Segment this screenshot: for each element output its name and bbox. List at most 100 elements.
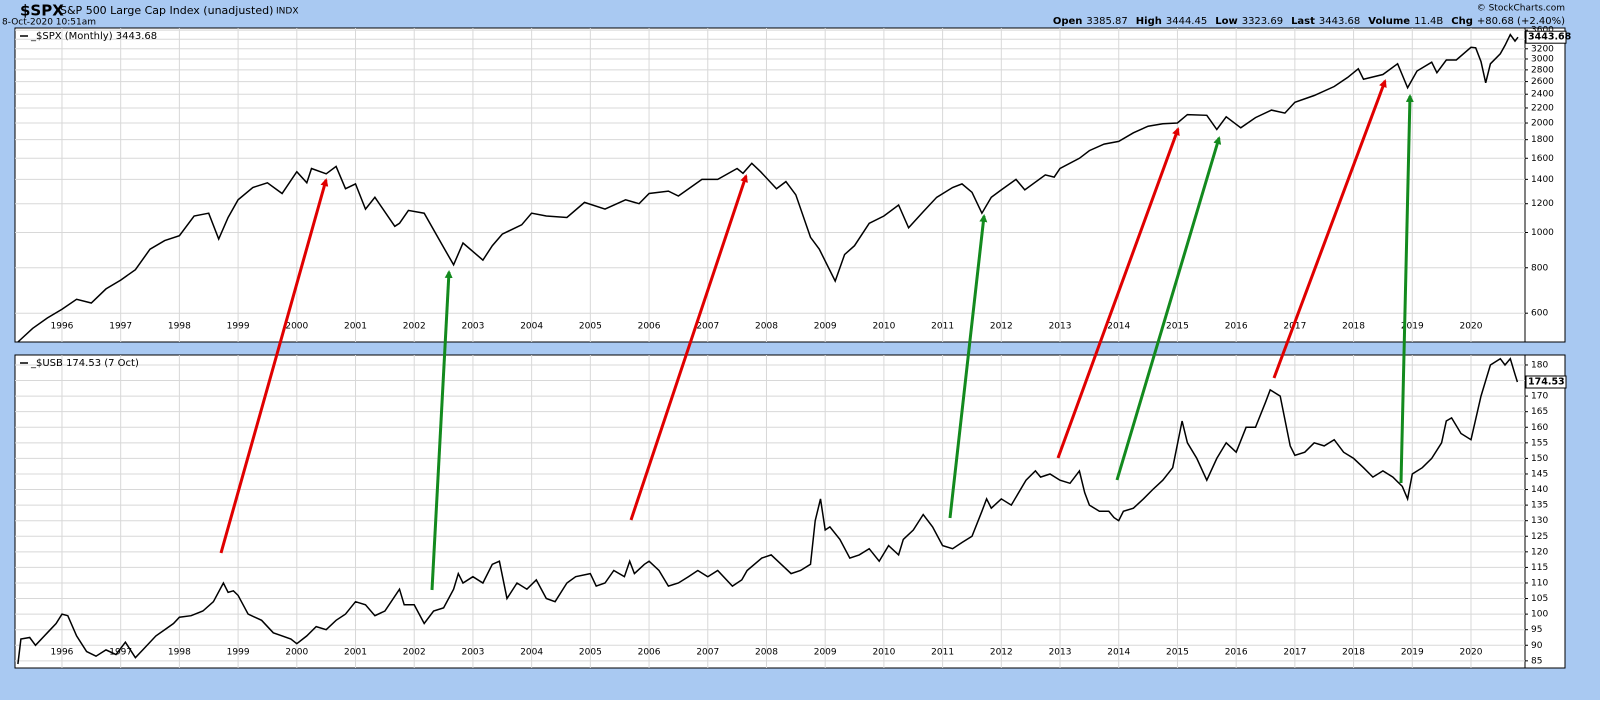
x-tick-label: 2013 <box>1049 322 1072 332</box>
axis-top <box>1524 27 1566 343</box>
y-tick-label: 2600 <box>1531 77 1554 87</box>
x-tick-label: 2013 <box>1049 648 1072 658</box>
quote: Open 3385.87 High 3444.45 Low 3323.69 Last 3443… <box>1053 16 1565 27</box>
x-tick-label: 2016 <box>1225 322 1248 332</box>
x-tick-label: 2006 <box>638 322 661 332</box>
last-value-label: 3443.68 <box>1528 32 1572 43</box>
x-tick-label: 2012 <box>990 322 1013 332</box>
quote-label: Chg <box>1451 16 1473 27</box>
x-tick-label: 2017 <box>1283 648 1306 658</box>
x-tick-label: 2002 <box>403 322 426 332</box>
x-tick-label: 1999 <box>227 648 250 658</box>
x-tick-label: 1997 <box>109 322 132 332</box>
y-tick-label: 1000 <box>1531 228 1554 238</box>
arrow <box>948 214 988 519</box>
y-tick-label: 180 <box>1531 360 1548 370</box>
y-tick-label: 130 <box>1531 516 1548 526</box>
quote-value: +80.68 (+2.40%) <box>1477 16 1565 27</box>
y-tick-label: 140 <box>1531 485 1548 495</box>
x-tick-label: 2014 <box>1107 648 1130 658</box>
y-tick-label: 155 <box>1531 438 1548 448</box>
y-tick-label: 100 <box>1531 610 1548 620</box>
series-line <box>17 33 1519 343</box>
y-tick-label: 2000 <box>1531 119 1554 129</box>
x-tick-label: 2014 <box>1107 322 1130 332</box>
y-tick-label: 3000 <box>1531 54 1554 64</box>
arrow <box>1272 79 1387 379</box>
panel-bottom <box>14 354 1526 669</box>
x-tick-label: 2016 <box>1225 648 1248 658</box>
x-tick-label: 2010 <box>872 648 895 658</box>
quote-value: 3443.68 <box>1319 16 1360 27</box>
x-tick-label: 2000 <box>285 322 308 332</box>
y-tick-label: 150 <box>1531 454 1548 464</box>
x-tick-label: 2004 <box>520 648 543 658</box>
x-tick-label: 2019 <box>1401 648 1424 658</box>
x-tick-label: 2015 <box>1166 322 1189 332</box>
x-tick-label: 1997 <box>109 648 132 658</box>
y-tick-label: 160 <box>1531 423 1548 433</box>
x-tick-label: 2010 <box>872 322 895 332</box>
x-tick-label: 2003 <box>461 648 484 658</box>
y-tick-label: 3600 <box>1531 26 1554 36</box>
x-tick-label: 1998 <box>168 648 191 658</box>
arrow <box>1115 136 1222 481</box>
y-tick-label: 800 <box>1531 263 1548 273</box>
y-tick-label: 1400 <box>1531 175 1554 185</box>
x-tick-label: 2020 <box>1460 648 1483 658</box>
y-tick-label: 145 <box>1531 469 1548 479</box>
panel-top <box>14 27 1526 343</box>
x-tick-label: 2008 <box>755 322 778 332</box>
x-tick-label: 2001 <box>344 648 367 658</box>
y-tick-label: 110 <box>1531 578 1548 588</box>
arrows <box>219 79 1414 591</box>
quote-value: 11.4B <box>1414 16 1443 27</box>
legend-label: _$USB 174.53 (7 Oct) <box>30 358 139 369</box>
last-value-box <box>1525 30 1567 44</box>
x-tick-label: 2019 <box>1401 322 1424 332</box>
y-tick-label: 2400 <box>1531 90 1554 100</box>
quote-value: 3444.45 <box>1166 16 1207 27</box>
x-tick-label: 2001 <box>344 322 367 332</box>
x-tick-label: 2004 <box>520 322 543 332</box>
x-tick-label: 2000 <box>285 648 308 658</box>
y-tick-label: 115 <box>1531 563 1548 573</box>
quote-value: 3323.69 <box>1242 16 1283 27</box>
x-tick-label: 1999 <box>227 322 250 332</box>
arrow <box>219 178 329 554</box>
x-tick-label: 2012 <box>990 648 1013 658</box>
legend-label: _$SPX (Monthly) 3443.68 <box>30 31 157 42</box>
y-tick-label: 165 <box>1531 407 1548 417</box>
y-tick-label: 2200 <box>1531 103 1554 113</box>
x-tick-label: 2007 <box>696 322 719 332</box>
arrow <box>1399 94 1414 484</box>
arrow <box>629 174 748 521</box>
y-tick-label: 3200 <box>1531 44 1554 54</box>
x-tick-label: 2009 <box>814 648 837 658</box>
quote-label: High <box>1136 16 1162 27</box>
y-tick-label: 95 <box>1531 625 1542 635</box>
axis-bottom <box>1524 354 1566 669</box>
x-tick-label: 2011 <box>931 648 954 658</box>
x-tick-label: 2008 <box>755 648 778 658</box>
x-tick-label: 2011 <box>931 322 954 332</box>
y-tick-label: 85 <box>1531 656 1542 666</box>
y-tick-label: 135 <box>1531 501 1548 511</box>
date: 8-Oct-2020 10:51am <box>2 18 96 28</box>
x-tick-label: 2002 <box>403 648 426 658</box>
arrow <box>1056 127 1180 459</box>
quote-label: Open <box>1053 16 1083 27</box>
y-tick-label: 105 <box>1531 594 1548 604</box>
y-tick-label: 90 <box>1531 641 1543 651</box>
y-tick-label: 125 <box>1531 532 1548 542</box>
exchange: INDX <box>276 7 298 17</box>
x-tick-label: 2006 <box>638 648 661 658</box>
series-line <box>17 357 1519 665</box>
last-value-box <box>1525 375 1567 389</box>
y-tick-label: 170 <box>1531 392 1548 402</box>
arrow <box>430 270 453 591</box>
x-tick-label: 2015 <box>1166 648 1189 658</box>
x-tick-label: 2005 <box>579 322 602 332</box>
y-tick-label: 1200 <box>1531 199 1554 209</box>
